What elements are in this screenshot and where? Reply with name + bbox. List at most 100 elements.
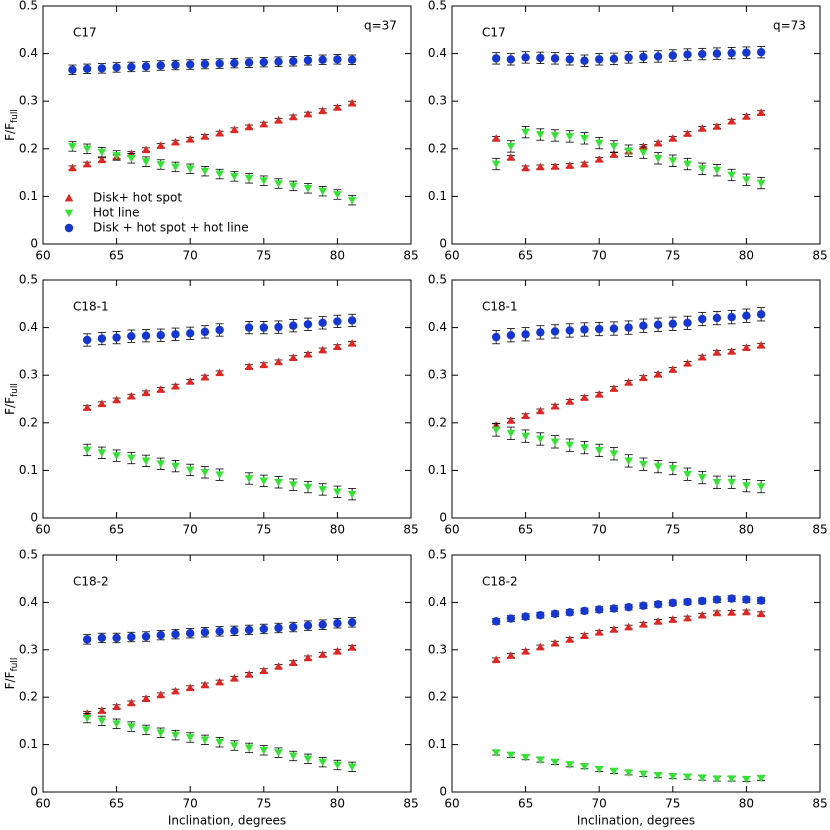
point bbox=[244, 122, 254, 131]
point bbox=[97, 633, 107, 643]
point bbox=[624, 602, 633, 612]
point bbox=[244, 174, 254, 183]
point bbox=[333, 55, 342, 64]
x-tick-label: 80 bbox=[330, 249, 345, 263]
point bbox=[653, 600, 663, 609]
point bbox=[506, 429, 516, 438]
point bbox=[303, 184, 313, 193]
point bbox=[639, 321, 648, 330]
x-tick-label: 75 bbox=[665, 797, 680, 811]
plot-frame bbox=[451, 279, 821, 519]
point bbox=[506, 614, 516, 623]
point bbox=[289, 321, 298, 330]
point bbox=[141, 331, 151, 340]
x-tick-label: 85 bbox=[812, 523, 827, 537]
x-tick-label: 70 bbox=[592, 523, 607, 537]
point bbox=[230, 173, 239, 181]
x-tick-label: 80 bbox=[330, 523, 345, 537]
point bbox=[683, 597, 692, 607]
point bbox=[97, 717, 107, 726]
point bbox=[318, 486, 327, 494]
point bbox=[318, 345, 327, 354]
point bbox=[550, 54, 560, 63]
point bbox=[333, 488, 342, 497]
point bbox=[565, 397, 574, 405]
point bbox=[156, 141, 165, 149]
point bbox=[712, 775, 722, 783]
point bbox=[727, 171, 736, 180]
point bbox=[274, 478, 283, 487]
point bbox=[230, 125, 239, 134]
panel: 60 65 70 75 80 85 0 0.1 0.2 0.3 0.4 0.5 C18-2 F/Ffull… bbox=[3, 548, 419, 828]
point bbox=[712, 122, 722, 130]
point bbox=[200, 680, 210, 689]
point bbox=[580, 56, 589, 65]
y-tick-label: 0.4 bbox=[19, 46, 38, 60]
point bbox=[171, 330, 180, 339]
point bbox=[565, 133, 574, 141]
point bbox=[215, 368, 224, 377]
point bbox=[698, 352, 707, 361]
point bbox=[698, 774, 707, 782]
point bbox=[259, 666, 268, 675]
point bbox=[653, 154, 663, 163]
x-tick-label: 85 bbox=[403, 797, 418, 811]
point bbox=[68, 143, 77, 151]
point bbox=[186, 466, 195, 475]
point bbox=[230, 58, 239, 68]
point bbox=[200, 736, 210, 745]
x-tick-label: 60 bbox=[444, 523, 459, 537]
point bbox=[186, 629, 195, 638]
point bbox=[595, 628, 604, 636]
point bbox=[112, 702, 121, 711]
point bbox=[491, 332, 501, 342]
point bbox=[215, 170, 224, 179]
point bbox=[156, 331, 165, 340]
point bbox=[742, 112, 751, 120]
x-tick-label: 75 bbox=[665, 249, 680, 263]
x-tick-label: 80 bbox=[330, 797, 345, 811]
y-axis-label-main: F/F bbox=[3, 671, 17, 689]
point bbox=[333, 619, 342, 628]
point bbox=[668, 157, 677, 165]
y-axis-label: F/Ffull bbox=[3, 109, 20, 141]
point bbox=[565, 761, 574, 769]
y-tick-label: 0.1 bbox=[19, 189, 38, 203]
point bbox=[244, 475, 254, 483]
point bbox=[200, 372, 210, 381]
point bbox=[668, 598, 677, 608]
point bbox=[318, 318, 327, 328]
point bbox=[127, 454, 136, 463]
point bbox=[653, 138, 663, 147]
point bbox=[595, 447, 604, 455]
y-tick-label: 0.5 bbox=[428, 548, 447, 562]
point bbox=[259, 746, 268, 755]
point bbox=[565, 608, 574, 617]
point bbox=[609, 150, 619, 158]
point bbox=[156, 460, 165, 468]
point bbox=[653, 370, 663, 378]
point bbox=[624, 53, 633, 62]
legend-label: Hot line bbox=[93, 206, 140, 220]
point bbox=[347, 643, 357, 651]
point bbox=[742, 176, 751, 184]
point bbox=[506, 751, 516, 760]
point bbox=[318, 106, 327, 115]
point bbox=[756, 341, 766, 349]
point bbox=[64, 193, 74, 202]
point bbox=[521, 330, 530, 339]
point bbox=[580, 606, 589, 616]
point bbox=[347, 196, 357, 205]
y-tick-label: 0 bbox=[439, 237, 447, 251]
point bbox=[274, 322, 283, 332]
point bbox=[639, 149, 648, 157]
point bbox=[565, 161, 574, 169]
point bbox=[536, 610, 545, 620]
point bbox=[639, 52, 648, 62]
point bbox=[289, 182, 298, 191]
point bbox=[491, 54, 501, 63]
point bbox=[580, 134, 589, 143]
point bbox=[156, 385, 165, 393]
point bbox=[333, 761, 342, 770]
